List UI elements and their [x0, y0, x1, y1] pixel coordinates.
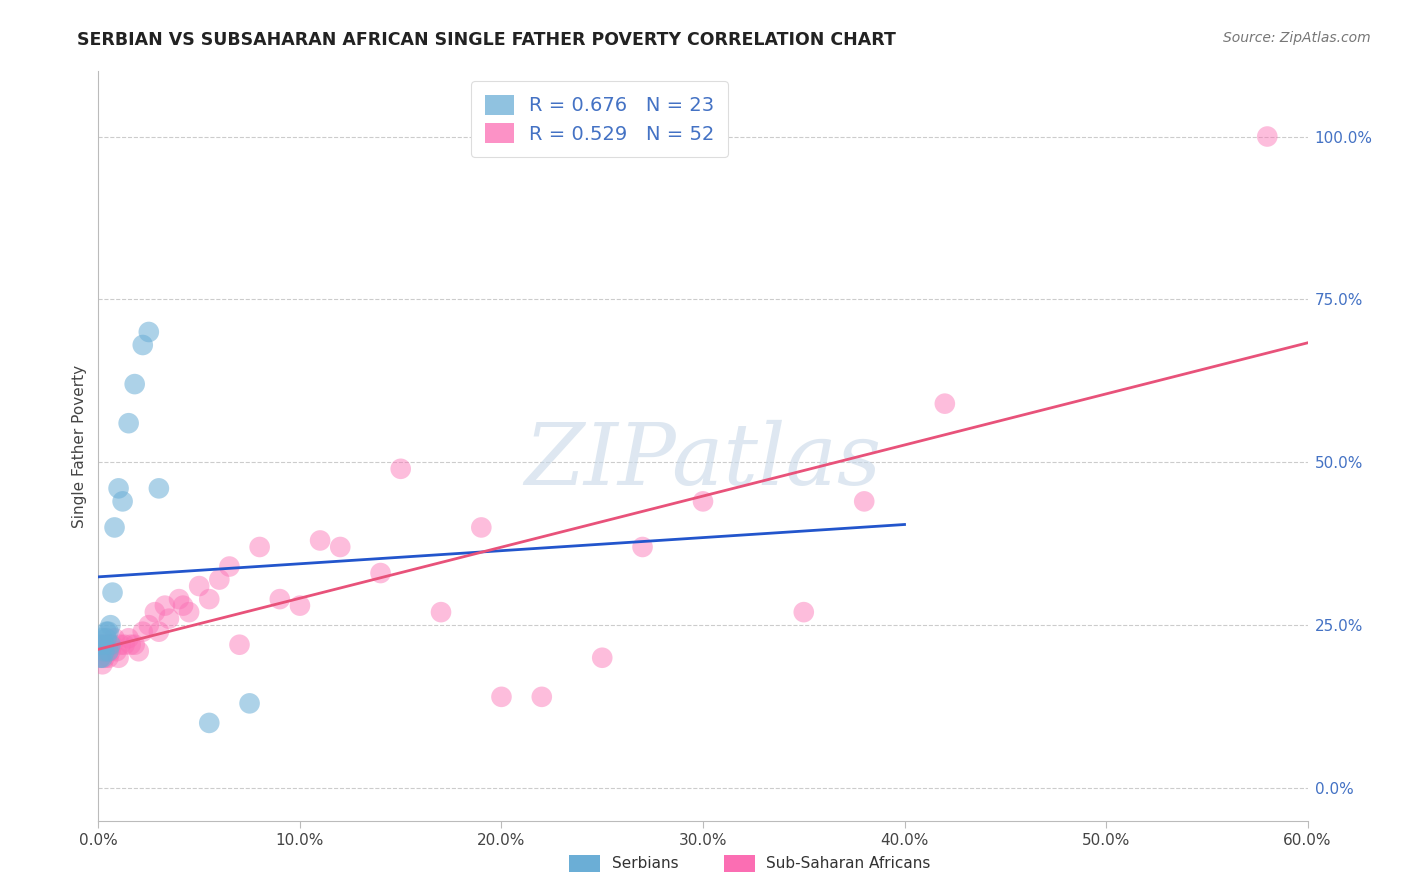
Point [853, 494, 876, 508]
Point [93, 650, 115, 665]
Point [89, 650, 111, 665]
Point [97, 644, 120, 658]
Point [309, 533, 332, 548]
Y-axis label: Single Father Poverty: Single Father Poverty [72, 365, 87, 527]
Point [89, 650, 111, 665]
Point [491, 690, 513, 704]
Point [530, 690, 553, 704]
Text: Source: ZipAtlas.com: Source: ZipAtlas.com [1223, 31, 1371, 45]
Point [101, 638, 124, 652]
Point [132, 338, 155, 352]
Point [128, 644, 150, 658]
Point [120, 638, 142, 652]
Point [198, 592, 221, 607]
Point [239, 697, 262, 711]
Point [91, 638, 114, 652]
Point [110, 638, 132, 652]
Point [91, 650, 114, 665]
Point [249, 540, 271, 554]
Point [118, 631, 141, 645]
Point [103, 631, 125, 645]
Point [97, 624, 120, 639]
Point [591, 650, 613, 665]
Point [111, 494, 134, 508]
Point [96, 644, 118, 658]
Point [208, 573, 231, 587]
Point [430, 605, 453, 619]
Point [93, 638, 115, 652]
Point [148, 481, 170, 495]
Point [107, 650, 129, 665]
Point [89, 638, 111, 652]
Point [153, 599, 176, 613]
Point [167, 592, 190, 607]
Point [179, 605, 201, 619]
Legend: R = 0.676   N = 23, R = 0.529   N = 52: R = 0.676 N = 23, R = 0.529 N = 52 [471, 81, 728, 157]
Point [96, 631, 118, 645]
Point [329, 540, 352, 554]
Point [103, 520, 125, 534]
Point [93, 644, 115, 658]
Point [100, 618, 122, 632]
Point [91, 657, 114, 672]
Point [157, 612, 180, 626]
Point [934, 397, 956, 411]
Point [288, 599, 311, 613]
Point [470, 520, 492, 534]
Point [101, 585, 124, 599]
Point [91, 631, 114, 645]
Point [124, 638, 146, 652]
Text: Serbians: Serbians [612, 856, 678, 871]
Point [1256, 129, 1278, 144]
Point [138, 325, 160, 339]
Point [370, 566, 392, 580]
Point [114, 638, 136, 652]
Point [389, 462, 412, 476]
Point [124, 377, 146, 392]
Point [100, 644, 122, 658]
Point [228, 638, 250, 652]
Point [96, 624, 118, 639]
Point [172, 599, 194, 613]
Point [138, 618, 160, 632]
Point [93, 638, 115, 652]
Point [188, 579, 211, 593]
Point [631, 540, 654, 554]
Point [118, 416, 141, 430]
Point [100, 638, 122, 652]
Point [692, 494, 714, 508]
Point [143, 605, 166, 619]
Text: ZIPatlas: ZIPatlas [524, 419, 882, 502]
Point [105, 644, 128, 658]
Point [97, 638, 120, 652]
Point [198, 715, 221, 730]
Point [269, 592, 291, 607]
Point [107, 481, 129, 495]
Point [793, 605, 815, 619]
Text: Sub-Saharan Africans: Sub-Saharan Africans [766, 856, 931, 871]
Point [148, 624, 170, 639]
Point [132, 624, 155, 639]
Point [97, 650, 120, 665]
Point [89, 638, 111, 652]
Point [218, 559, 240, 574]
Text: SERBIAN VS SUBSAHARAN AFRICAN SINGLE FATHER POVERTY CORRELATION CHART: SERBIAN VS SUBSAHARAN AFRICAN SINGLE FAT… [77, 31, 896, 49]
